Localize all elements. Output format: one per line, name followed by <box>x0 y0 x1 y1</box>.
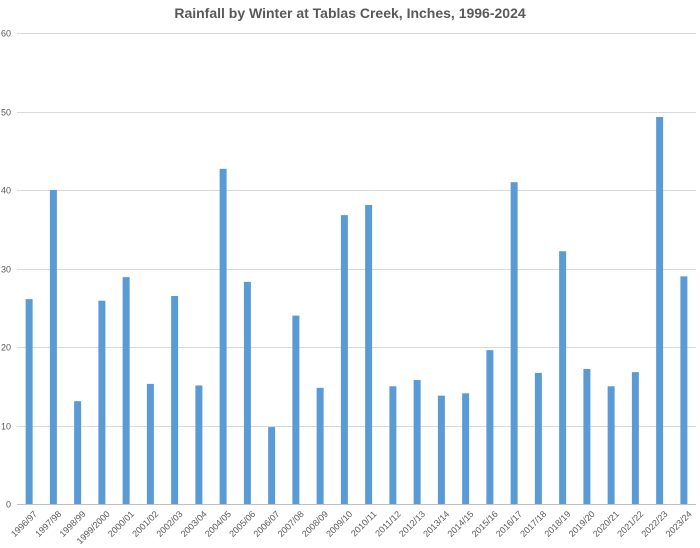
bar <box>680 276 688 504</box>
bar <box>243 281 251 504</box>
bar <box>292 315 300 504</box>
bar <box>122 277 130 504</box>
bars <box>25 117 688 505</box>
y-tick-label: 30 <box>1 265 11 275</box>
bar <box>146 383 154 504</box>
y-tick-label: 50 <box>1 108 11 118</box>
gridlines <box>17 33 696 505</box>
bar <box>74 401 82 504</box>
bar <box>486 350 494 504</box>
x-tick-label: 2023/24 <box>664 509 694 539</box>
bar <box>25 299 33 504</box>
bar <box>559 251 567 504</box>
bar <box>365 204 373 505</box>
bar <box>49 190 57 504</box>
y-tick-label: 60 <box>1 29 11 39</box>
bar <box>631 372 639 504</box>
bar <box>340 215 348 504</box>
bar <box>462 393 470 504</box>
x-axis-ticks: 1996/971997/981998/991999/20002000/01200… <box>9 509 694 546</box>
bar <box>98 300 106 504</box>
x-tick-label: 2009/10 <box>324 509 354 539</box>
chart-title: Rainfall by Winter at Tablas Creek, Inch… <box>174 5 526 21</box>
bar <box>389 386 397 504</box>
bar <box>437 395 445 504</box>
bar <box>316 387 324 504</box>
bar <box>607 386 615 504</box>
y-tick-label: 0 <box>6 500 11 510</box>
bar <box>219 168 227 504</box>
y-tick-label: 20 <box>1 343 11 353</box>
bar <box>413 379 421 504</box>
bar <box>534 372 542 504</box>
y-axis-ticks: 0 10 20 30 40 50 60 <box>1 29 11 510</box>
x-tick-label: 2010/11 <box>349 509 379 539</box>
y-tick-label: 10 <box>1 422 11 432</box>
bar <box>171 295 179 504</box>
bar <box>510 182 518 504</box>
y-tick-label: 40 <box>1 186 11 196</box>
bar <box>268 427 276 504</box>
bar <box>656 117 664 504</box>
bar <box>583 368 591 504</box>
bar <box>195 385 203 504</box>
